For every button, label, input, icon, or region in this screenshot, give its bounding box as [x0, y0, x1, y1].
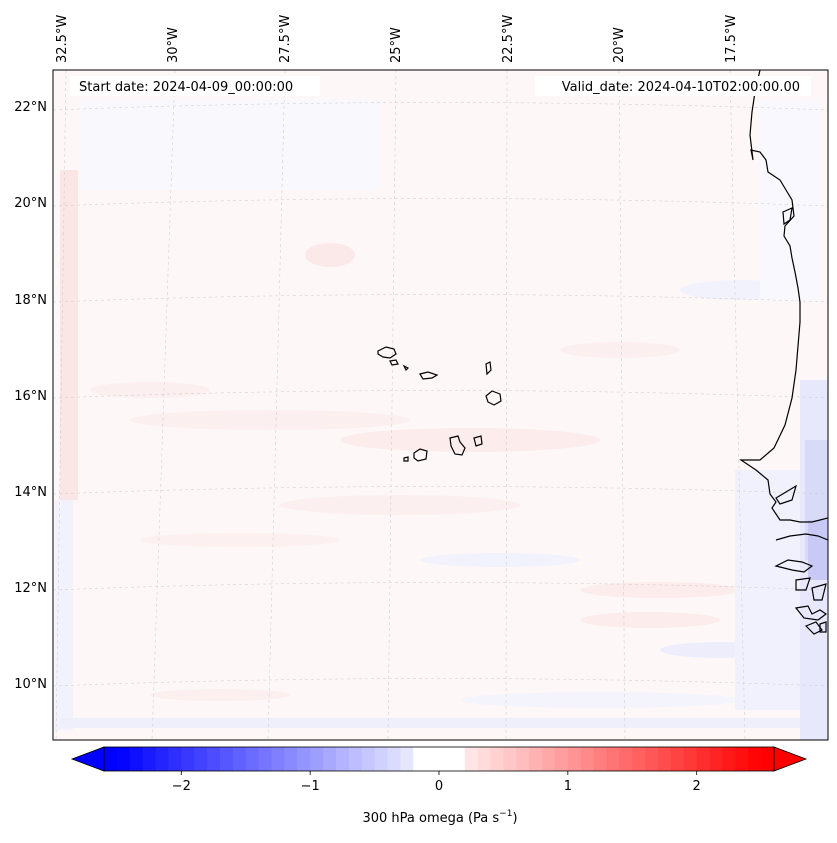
colorbar-min-arrow	[70, 746, 105, 772]
colorbar-segment	[451, 747, 466, 771]
africa-coastline	[739, 70, 828, 635]
colorbar-segment	[606, 747, 620, 771]
colorbar-title-main: 300 hPa omega (Pa s	[362, 811, 499, 826]
colorbar-segment	[645, 747, 659, 771]
lat-label: 22°N	[14, 100, 47, 115]
colorbar-ticks: −2 −1 0 1 2	[172, 771, 701, 794]
colorbar-segment	[335, 747, 350, 771]
lat-label: 12°N	[14, 581, 47, 596]
colorbar-segment	[374, 747, 389, 771]
colorbar-segment	[580, 747, 595, 771]
lon-label: 30°W	[166, 27, 181, 63]
colorbar-segment	[439, 747, 453, 771]
map-header: Start date: 2024-04-09_00:00:00 Valid_da…	[70, 76, 811, 96]
colorbar-segment	[194, 747, 208, 771]
colorbar-segment	[464, 747, 479, 771]
latitude-labels: 22°N 20°N 18°N 16°N 14°N 12°N 10°N	[14, 100, 47, 692]
lat-label: 18°N	[14, 293, 47, 308]
map-frame	[52, 69, 829, 741]
colorbar-segment	[413, 747, 427, 771]
colorbar-segment	[142, 747, 157, 771]
longitude-labels: 32.5°W 30°W 27.5°W 25°W 22.5°W 20°W 17.5…	[55, 15, 739, 63]
colorbar-segment	[542, 747, 556, 771]
colorbar-segment	[490, 747, 505, 771]
colorbar-segment	[619, 747, 633, 771]
lat-label: 14°N	[14, 485, 47, 500]
cape-verde-islands	[377, 346, 502, 462]
gridlines	[53, 70, 828, 740]
colorbar-segment	[735, 747, 749, 771]
colorbar-segment	[761, 747, 775, 771]
colorbar-segment	[426, 747, 440, 771]
colorbar-segment	[271, 747, 285, 771]
colorbar-title: 300 hPa omega (Pa s−1)	[362, 809, 517, 826]
lon-label: 17.5°W	[724, 15, 739, 63]
colorbar-segment	[567, 747, 582, 771]
colorbar-segment	[219, 747, 234, 771]
lat-label: 10°N	[14, 677, 47, 692]
colorbar-tick-label: 1	[564, 779, 572, 794]
colorbar-segment	[748, 747, 762, 771]
colorbar-segment	[284, 747, 298, 771]
colorbar-segment	[696, 747, 711, 771]
colorbar-tick-label: 2	[693, 779, 701, 794]
colorbar: −2 −1 0 1 2 300 hPa omega (Pa s−1)	[70, 746, 808, 826]
colorbar-segment	[323, 747, 337, 771]
colorbar-segment	[116, 747, 131, 771]
lon-label: 25°W	[389, 27, 404, 63]
lon-label: 27.5°W	[278, 15, 293, 63]
colorbar-segments	[104, 747, 775, 771]
colorbar-segment	[554, 747, 569, 771]
colorbar-segment	[503, 747, 517, 771]
lat-label: 16°N	[14, 389, 47, 404]
omega-field	[53, 70, 828, 740]
colorbar-title-exponent: −1	[499, 809, 512, 819]
colorbar-segment	[258, 747, 273, 771]
colorbar-segment	[477, 747, 492, 771]
colorbar-segment	[155, 747, 170, 771]
colorbar-segment	[207, 747, 221, 771]
colorbar-tick-label: 0	[435, 779, 443, 794]
colorbar-tick-label: −1	[301, 779, 320, 794]
colorbar-segment	[632, 747, 646, 771]
colorbar-tick-label: −2	[172, 779, 191, 794]
colorbar-segment	[722, 747, 736, 771]
colorbar-segment	[361, 747, 376, 771]
colorbar-segment	[670, 747, 685, 771]
colorbar-segment	[658, 747, 672, 771]
colorbar-segment	[297, 747, 311, 771]
colorbar-segment	[181, 747, 195, 771]
colorbar-segment	[709, 747, 724, 771]
colorbar-title-end: )	[512, 811, 517, 826]
colorbar-segment	[529, 747, 543, 771]
lon-label: 32.5°W	[55, 15, 70, 63]
colorbar-segment	[400, 747, 414, 771]
lon-label: 20°W	[612, 27, 627, 63]
lon-label: 22.5°W	[501, 15, 516, 63]
colorbar-segment	[129, 747, 144, 771]
colorbar-segment	[348, 747, 363, 771]
colorbar-segment	[168, 747, 182, 771]
colorbar-segment	[516, 747, 530, 771]
colorbar-max-arrow	[773, 746, 808, 772]
colorbar-segment	[232, 747, 247, 771]
valid-date-label: Valid_date: 2024-04-10T02:00:00.00	[562, 80, 800, 95]
colorbar-segment	[387, 747, 401, 771]
colorbar-segment	[245, 747, 260, 771]
start-date-label: Start date: 2024-04-09_00:00:00	[79, 80, 293, 95]
lat-label: 20°N	[14, 196, 47, 211]
colorbar-segment	[593, 747, 608, 771]
colorbar-segment	[104, 747, 118, 771]
colorbar-segment	[683, 747, 698, 771]
colorbar-segment	[310, 747, 324, 771]
